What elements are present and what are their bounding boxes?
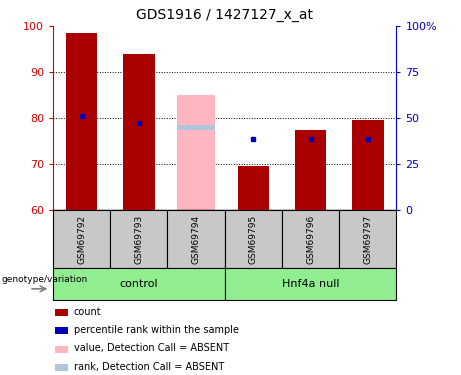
Text: GSM69793: GSM69793 bbox=[134, 214, 143, 264]
Bar bbox=[53, 210, 110, 268]
Text: GSM69794: GSM69794 bbox=[192, 214, 201, 264]
Text: value, Detection Call = ABSENT: value, Detection Call = ABSENT bbox=[74, 344, 229, 354]
Bar bbox=[53, 268, 225, 300]
Bar bbox=[177, 95, 215, 210]
Text: Hnf4a null: Hnf4a null bbox=[282, 279, 339, 289]
Bar bbox=[55, 327, 68, 334]
Bar bbox=[167, 210, 225, 268]
Text: genotype/variation: genotype/variation bbox=[1, 275, 87, 284]
Bar bbox=[55, 309, 68, 316]
Text: GSM69792: GSM69792 bbox=[77, 214, 86, 264]
Text: rank, Detection Call = ABSENT: rank, Detection Call = ABSENT bbox=[74, 362, 224, 372]
Text: GSM69795: GSM69795 bbox=[249, 214, 258, 264]
Text: percentile rank within the sample: percentile rank within the sample bbox=[74, 325, 239, 335]
Text: GSM69797: GSM69797 bbox=[363, 214, 372, 264]
Bar bbox=[123, 54, 154, 210]
Title: GDS1916 / 1427127_x_at: GDS1916 / 1427127_x_at bbox=[136, 9, 313, 22]
Bar bbox=[66, 33, 97, 210]
Bar bbox=[110, 210, 167, 268]
Bar bbox=[55, 364, 68, 371]
Bar bbox=[225, 268, 396, 300]
Bar bbox=[295, 130, 326, 210]
Bar bbox=[225, 210, 282, 268]
Text: GSM69796: GSM69796 bbox=[306, 214, 315, 264]
Text: control: control bbox=[119, 279, 158, 289]
Bar bbox=[55, 346, 68, 352]
Bar bbox=[177, 125, 215, 130]
Bar bbox=[352, 120, 384, 210]
Bar bbox=[282, 210, 339, 268]
Bar bbox=[339, 210, 396, 268]
Bar bbox=[237, 166, 269, 210]
Text: count: count bbox=[74, 307, 101, 317]
